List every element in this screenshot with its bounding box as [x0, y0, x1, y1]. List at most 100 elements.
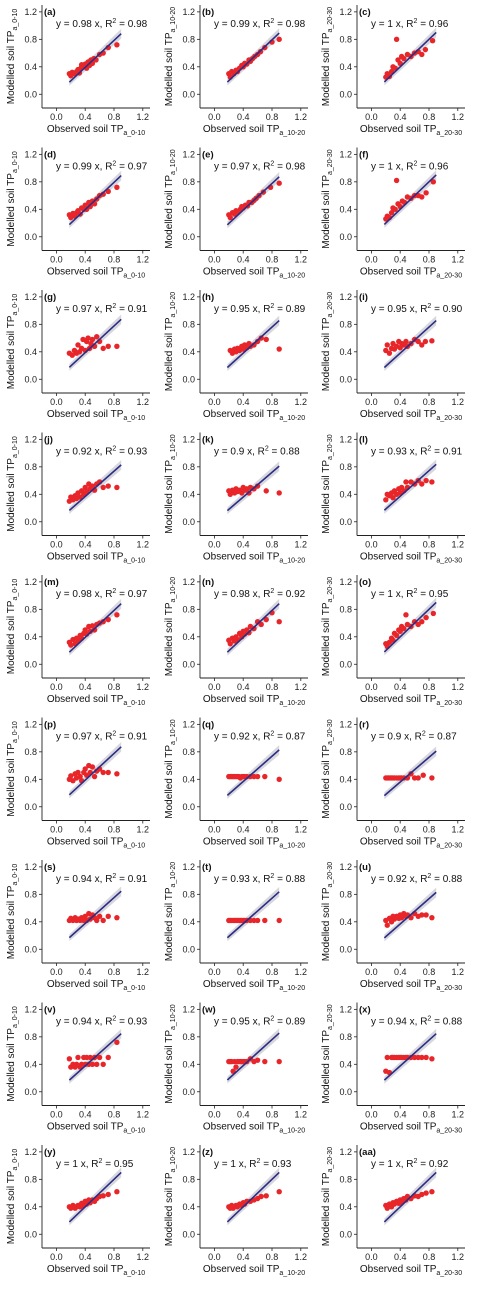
data-point [68, 214, 74, 221]
fit-line [383, 1033, 437, 1081]
regression-equation: y = 0.98 x, R2 = 0.97 [56, 588, 148, 600]
y-tick-label: 0.8 [24, 1032, 37, 1042]
y-tick-label: 1.2 [339, 577, 352, 587]
x-tick-label: 0.8 [423, 397, 436, 407]
panel-label: (a) [44, 7, 56, 18]
data-point [401, 625, 407, 632]
y-tick-label: 0.8 [24, 889, 37, 899]
x-axis-label: Observed soil TPa_0-10 [47, 694, 145, 707]
regression-equation: y = 0.93 x, R2 = 0.91 [371, 446, 463, 458]
y-tick-label: 0.0 [24, 232, 37, 242]
data-point [419, 194, 425, 200]
y-tick-label: 1.2 [339, 434, 352, 444]
panel-h: 0.0 0.4 0.8 1.2 0.0 0.4 0.8 1.2 (h)y = 0.95 x, R… [164, 290, 308, 422]
y-tick-label: 0.4 [339, 347, 352, 357]
fit-line [226, 891, 280, 939]
y-tick-label: 0.4 [24, 1202, 37, 1212]
y-tick-label: 1.2 [182, 719, 195, 729]
y-tick-label: 0.8 [339, 319, 352, 329]
equation-text: y = 1 x, R [371, 162, 414, 173]
y-tick-label: 0.0 [24, 1087, 37, 1097]
x-tick-label: 1.2 [137, 397, 150, 407]
x-axis-label: Observed soil TPa_10-20 [203, 1264, 305, 1277]
r-squared-superscript: 2 [414, 18, 418, 25]
data-point [403, 479, 409, 485]
x-tick-label: 0.8 [423, 540, 436, 550]
y-axis-label: Modelled soil TPa_10-20 [164, 434, 177, 534]
data-point [114, 1039, 120, 1046]
x-axis-label: Observed soil TPa_10-20 [203, 267, 305, 280]
y-tick-label: 1.2 [339, 719, 352, 729]
equation-text: y = 1 x, R [371, 589, 414, 600]
x-axis-label: Observed soil TPa_10-20 [203, 979, 305, 992]
panel-q: 0.0 0.4 0.8 1.2 0.0 0.4 0.8 1.2 (q)y = 0.92 x, R… [164, 717, 308, 850]
x-tick-label: 1.2 [137, 967, 150, 977]
data-point [276, 917, 282, 924]
equation-text: y = 0.97 x, R [56, 304, 112, 315]
data-point [75, 342, 81, 348]
x-tick-label: 0.8 [423, 825, 436, 835]
equation-text: y = 0.99 x, R [56, 162, 112, 173]
panel-l: 0.0 0.4 0.8 1.2 0.0 0.4 0.8 1.2 (l)y = 0.93 x, R… [321, 432, 465, 565]
data-point [114, 184, 120, 191]
panel-s: 0.0 0.4 0.8 1.2 0.0 0.4 0.8 1.2 (s)y = 0.94 x, R… [6, 860, 150, 992]
x-tick-label: 0.4 [79, 682, 92, 692]
data-point [393, 36, 400, 43]
y-tick-label: 0.8 [182, 604, 195, 614]
r-squared-superscript: 2 [270, 873, 274, 880]
data-point [276, 490, 282, 496]
data-point [227, 640, 233, 647]
y-tick-label: 0.0 [182, 1087, 195, 1097]
r-squared-superscript: 2 [112, 446, 116, 453]
y-tick-label: 0.4 [182, 1059, 195, 1069]
data-point [85, 335, 91, 341]
data-point [403, 612, 409, 618]
x-tick-label: 0.8 [423, 1252, 436, 1262]
y-tick-label: 0.4 [339, 1059, 352, 1069]
data-point [429, 38, 436, 44]
data-point [423, 190, 429, 196]
panel-label: (b) [202, 7, 214, 18]
x-tick-label: 0.8 [266, 682, 279, 692]
regression-equation: y = 0.92 x, R2 = 0.87 [214, 731, 306, 743]
x-tick-label: 1.2 [137, 825, 150, 835]
y-tick-label: 0.4 [24, 774, 37, 784]
regression-equation: y = 0.94 x, R2 = 0.91 [56, 873, 148, 885]
data-point [419, 51, 425, 58]
r-squared-value: = 0.87 [426, 732, 457, 743]
x-tick-label: 0.8 [423, 255, 436, 265]
data-point [276, 36, 282, 43]
y-tick-label: 0.4 [24, 489, 37, 499]
data-point [100, 917, 106, 924]
y-tick-label: 0.4 [182, 917, 195, 927]
x-tick-label: 0.4 [394, 112, 407, 122]
x-axis-label: Observed soil TPa_10-20 [203, 124, 305, 137]
y-tick-label: 0.4 [24, 347, 37, 357]
data-point [422, 338, 429, 345]
equation-text: y = 0.97 x, R [56, 732, 112, 743]
x-tick-label: 0.4 [394, 397, 407, 407]
panel-label: (i) [359, 292, 368, 303]
x-tick-label: 0.8 [423, 1110, 436, 1120]
data-point [94, 917, 100, 924]
x-tick-label: 0.0 [208, 255, 221, 265]
x-tick-label: 0.0 [365, 682, 378, 692]
data-point [254, 917, 261, 924]
r-squared-value: = 0.92 [417, 1159, 448, 1170]
x-tick-label: 1.2 [137, 112, 150, 122]
x-axis-label: Observed soil TPa_10-20 [203, 552, 305, 565]
panel-b: 0.0 0.4 0.8 1.2 0.0 0.4 0.8 1.2 (b)y = 0.99 x, R… [164, 5, 308, 137]
data-point [429, 479, 435, 485]
fit-line [68, 890, 122, 939]
data-point [429, 775, 435, 781]
regression-equation: y = 0.97 x, R2 = 0.98 [214, 161, 306, 173]
fit-line [226, 319, 280, 369]
x-tick-label: 1.2 [295, 255, 308, 265]
panel-c: 0.0 0.4 0.8 1.2 0.0 0.4 0.8 1.2 (c)y = 1 x, R2 =… [321, 5, 465, 137]
y-tick-label: 0.8 [339, 34, 352, 44]
fit-line [68, 33, 122, 83]
y-axis-label: Modelled soil TPa_20-30 [321, 7, 334, 107]
y-axis-label: Modelled soil TPa_10-20 [164, 292, 177, 392]
y-tick-label: 0.4 [339, 489, 352, 499]
equation-text: y = 0.92 x, R [56, 447, 112, 458]
